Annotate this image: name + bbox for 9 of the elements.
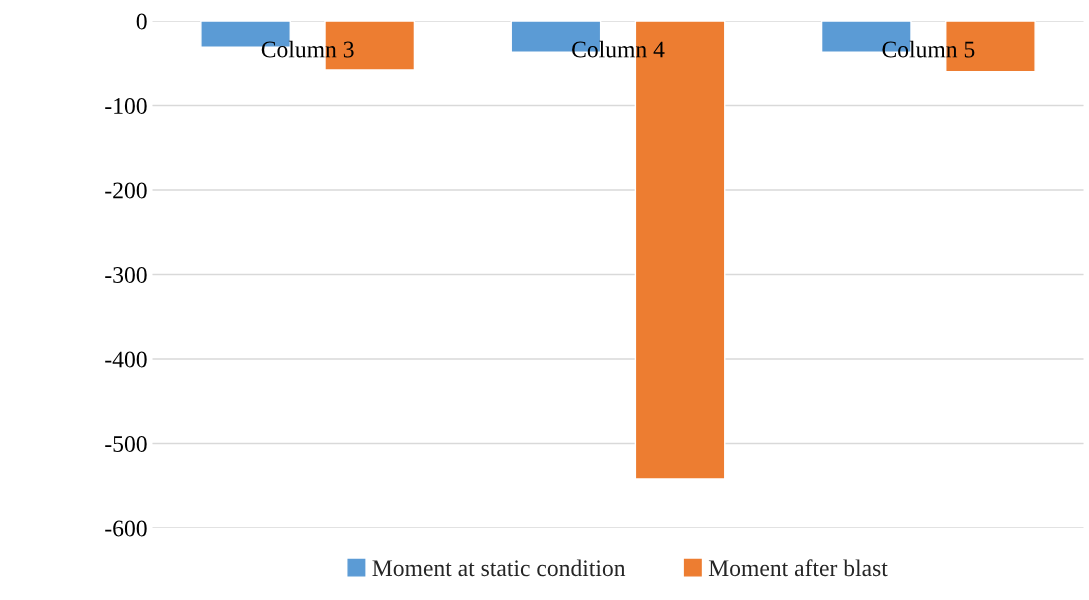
y-tick-label: -300 xyxy=(105,266,147,283)
legend-label: Moment after blast xyxy=(708,559,888,577)
y-tick-label: -500 xyxy=(105,435,147,452)
y-tick-label: -100 xyxy=(105,97,147,114)
y-tick-label: -400 xyxy=(105,351,147,368)
legend-label: Moment at static condition xyxy=(372,559,626,577)
y-tick-label: -600 xyxy=(105,520,147,537)
y-tick-label: -200 xyxy=(105,182,147,199)
y-tick-label: 0 xyxy=(136,13,147,30)
